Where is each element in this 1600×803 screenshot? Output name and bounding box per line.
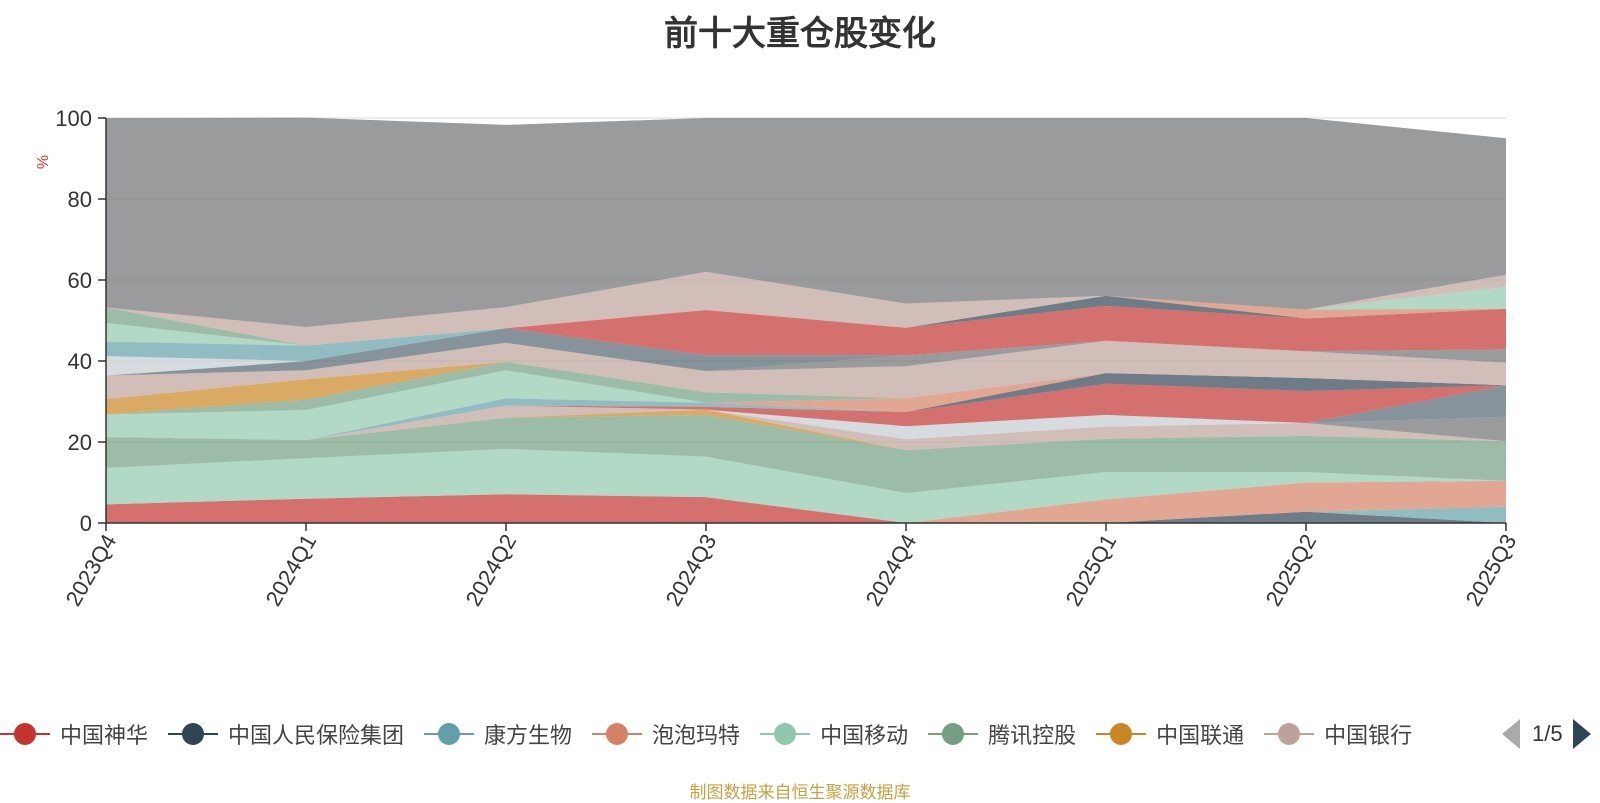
- area-series-26[interactable]: [106, 286, 1506, 346]
- area-series-20[interactable]: [106, 328, 1506, 376]
- legend-item[interactable]: 中国联通: [1096, 718, 1244, 750]
- x-tick-labels: 2023Q4 2024Q1 2024Q2 2024Q3 2024Q4 2025Q1 2025…: [61, 523, 1522, 610]
- area-series-11[interactable]: [106, 383, 1506, 440]
- legend-label: 中国银行: [1324, 723, 1413, 748]
- legend-item[interactable]: 中国移动: [760, 718, 908, 750]
- area-series: [106, 117, 1506, 523]
- legend-item[interactable]: 康方生物: [424, 718, 572, 750]
- y-tick-label: 100: [55, 106, 92, 131]
- y-tick-labels: 0 20 40 60 80 100: [55, 106, 106, 536]
- legend-pager: 1/5: [1500, 714, 1600, 754]
- legend-dot: [606, 723, 629, 745]
- area-series-1[interactable]: [106, 494, 1506, 523]
- area-series-22[interactable]: [106, 305, 1506, 361]
- y-tick-label: 80: [68, 187, 92, 212]
- legend-marker-icon: [1264, 722, 1315, 746]
- x-tick-label: 2024Q4: [861, 530, 922, 610]
- area-series-16[interactable]: [106, 361, 1506, 415]
- y-axis-label: %: [35, 155, 52, 169]
- x-tick-label: 2024Q3: [661, 530, 722, 610]
- source-note: 制图数据来自恒生聚源数据库: [689, 783, 911, 802]
- pager-page-text: 1/5: [1532, 721, 1563, 746]
- y-tick-label: 40: [68, 349, 92, 374]
- y-tick-label: 60: [68, 268, 92, 293]
- legend-dot: [1278, 723, 1301, 745]
- area-series-5[interactable]: [106, 414, 1506, 493]
- x-tick-label: 2025Q3: [1461, 530, 1522, 610]
- legend-dot: [942, 723, 965, 745]
- area-series-0[interactable]: [106, 494, 1506, 523]
- legend-item[interactable]: 腾讯控股: [928, 718, 1076, 750]
- legend-item[interactable]: 中国神华: [0, 718, 148, 750]
- area-series-19[interactable]: [106, 340, 1506, 376]
- x-tick-label: 2024Q2: [461, 530, 522, 610]
- x-tick-label: 2023Q4: [61, 530, 122, 610]
- x-tick-label: 2025Q2: [1261, 530, 1322, 610]
- legend-item[interactable]: 中国人民保险集团: [168, 718, 404, 750]
- legend-label: 康方生物: [484, 723, 573, 748]
- y-tick-label: 20: [68, 430, 92, 455]
- legend-label: 中国移动: [820, 723, 909, 748]
- chart-title: 前十大重仓股变化: [664, 15, 936, 53]
- legend-marker-icon: [168, 722, 219, 746]
- area-series-24[interactable]: [106, 295, 1506, 361]
- legend-dot: [438, 723, 461, 745]
- legend-item[interactable]: 中国银行: [1264, 718, 1412, 750]
- x-tick-label: 2024Q1: [261, 530, 322, 610]
- legend-marker-icon: [0, 722, 50, 746]
- pager-next-icon[interactable]: [1572, 719, 1591, 749]
- legend-marker-icon: [424, 722, 475, 746]
- legend-marker-icon: [592, 722, 643, 746]
- legend-label: 腾讯控股: [988, 723, 1077, 748]
- area-series-4[interactable]: [106, 448, 1506, 523]
- x-tick-label: 2025Q1: [1061, 530, 1122, 610]
- area-series-29[interactable]: [106, 117, 1506, 327]
- y-tick-label: 0: [80, 511, 92, 536]
- legend: 中国神华 中国人民保险集团 康方生物 泡泡玛特 中国移动 腾讯控股 中国联通 中国银行: [0, 712, 1480, 756]
- area-series-7[interactable]: [106, 405, 1506, 451]
- legend-item[interactable]: 泡泡玛特: [592, 718, 740, 750]
- legend-label: 泡泡玛特: [652, 723, 741, 748]
- legend-dot: [182, 723, 205, 745]
- legend-marker-icon: [1096, 722, 1147, 746]
- area-series-18[interactable]: [106, 340, 1506, 400]
- legend-dot: [774, 723, 797, 745]
- legend-marker-icon: [760, 722, 811, 746]
- legend-marker-icon: [928, 722, 979, 746]
- legend-dot: [14, 723, 36, 745]
- legend-label: 中国神华: [60, 723, 149, 748]
- axes: [105, 118, 1506, 524]
- area-series-15[interactable]: [106, 370, 1506, 440]
- legend-dot: [1110, 723, 1133, 745]
- legend-label: 中国联通: [1156, 723, 1245, 748]
- pager-prev-icon[interactable]: [1502, 719, 1520, 749]
- area-series-28[interactable]: [106, 271, 1506, 346]
- area-series-14[interactable]: [106, 373, 1506, 440]
- legend-label: 中国人民保险集团: [228, 723, 405, 748]
- area-series-3[interactable]: [106, 480, 1506, 523]
